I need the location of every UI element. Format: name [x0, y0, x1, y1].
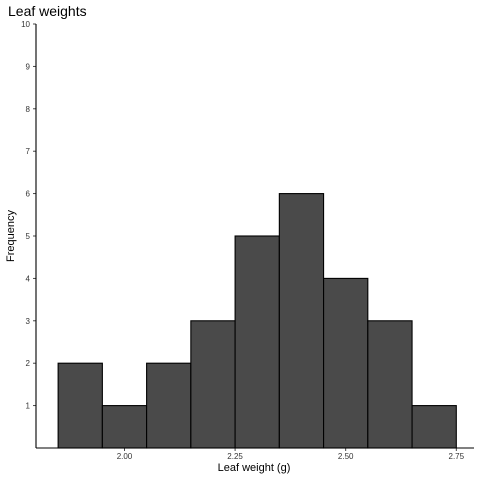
y-tick-label: 3 [26, 317, 31, 326]
y-tick-label: 6 [26, 190, 31, 199]
histogram-bar [190, 320, 236, 449]
histogram-bar [411, 405, 457, 449]
y-tick-label: 1 [26, 402, 31, 411]
y-tick-label: 5 [26, 232, 31, 241]
x-axis-label: Leaf weight (g) [218, 462, 291, 474]
bars-group [57, 193, 457, 449]
y-tick-label: 10 [21, 20, 30, 29]
histogram-bar [146, 362, 192, 449]
x-tick-label: 2.25 [227, 452, 243, 461]
y-tick-label: 2 [26, 359, 31, 368]
y-tick-label: 7 [26, 147, 31, 156]
x-tick-label: 2.75 [449, 452, 465, 461]
histogram-bar [234, 235, 280, 449]
histogram-bar [278, 193, 325, 449]
x-axis-ticks: 2.00 2.25 2.50 2.75 [117, 448, 465, 461]
y-axis-ticks: 1 2 3 4 5 6 7 8 9 10 [21, 20, 36, 411]
y-tick-label: 4 [26, 274, 31, 283]
x-tick-label: 2.50 [338, 452, 354, 461]
histogram-bar [323, 277, 369, 449]
histogram-bar [57, 362, 103, 449]
histogram-bar [101, 405, 148, 449]
y-axis-label: Frequency [5, 210, 17, 262]
y-tick-label: 8 [26, 105, 31, 114]
chart-title: Leaf weights [8, 3, 87, 19]
x-tick-label: 2.00 [117, 452, 133, 461]
y-tick-label: 9 [26, 62, 31, 71]
histogram-bar [367, 320, 413, 449]
